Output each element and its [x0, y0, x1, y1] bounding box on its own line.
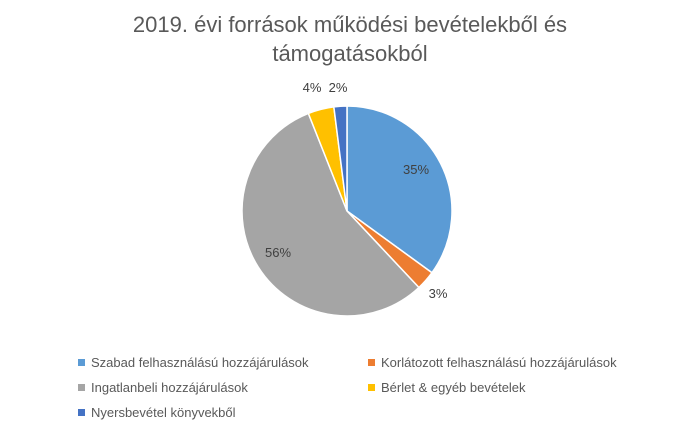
legend-item-korlatozott: Korlátozott felhasználású hozzájárulások	[368, 355, 668, 370]
legend-swatch	[368, 384, 375, 391]
legend-swatch	[78, 409, 85, 416]
legend-label: Szabad felhasználású hozzájárulások	[91, 355, 309, 370]
chart-title: 2019. évi források működési bevételekből…	[0, 10, 700, 68]
legend-item-nyersbevetel: Nyersbevétel könyvekből	[78, 405, 358, 420]
legend: Szabad felhasználású hozzájárulások Korl…	[78, 355, 678, 420]
legend-label: Korlátozott felhasználású hozzájárulások	[381, 355, 617, 370]
legend-label: Ingatlanbeli hozzájárulások	[91, 380, 248, 395]
legend-item-szabad: Szabad felhasználású hozzájárulások	[78, 355, 358, 370]
legend-label: Bérlet & egyéb bevételek	[381, 380, 526, 395]
pie-slice	[346, 105, 453, 274]
legend-swatch	[78, 359, 85, 366]
slice-data-label: 56%	[265, 245, 291, 260]
legend-item-ingatlanbeli: Ingatlanbeli hozzájárulások	[78, 380, 358, 395]
pie-slice	[241, 112, 420, 317]
pie-slice	[333, 105, 348, 212]
chart-title-line-2: támogatásokból	[272, 41, 428, 66]
slice-data-label: 35%	[403, 162, 429, 177]
legend-swatch	[78, 384, 85, 391]
slice-data-label: 2%	[329, 80, 348, 95]
legend-swatch	[368, 359, 375, 366]
legend-label: Nyersbevétel könyvekből	[91, 405, 236, 420]
legend-item-berlet: Bérlet & egyéb bevételek	[368, 380, 668, 395]
slice-data-label: 4%	[303, 80, 322, 95]
slice-data-label: 3%	[429, 286, 448, 301]
chart-title-line-1: 2019. évi források működési bevételekből…	[132, 12, 568, 37]
